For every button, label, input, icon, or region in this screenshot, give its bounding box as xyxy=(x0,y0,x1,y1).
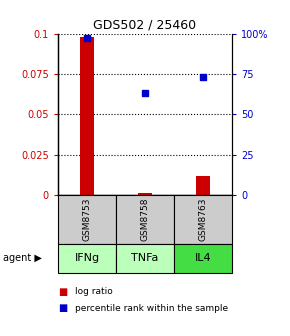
Text: IL4: IL4 xyxy=(195,253,211,263)
Text: agent ▶: agent ▶ xyxy=(3,253,42,263)
Text: ■: ■ xyxy=(58,287,67,297)
Text: GSM8763: GSM8763 xyxy=(198,198,208,241)
Bar xyxy=(138,193,152,195)
Text: ■: ■ xyxy=(58,303,67,313)
Text: IFNg: IFNg xyxy=(75,253,99,263)
Text: GDS502 / 25460: GDS502 / 25460 xyxy=(93,18,197,32)
Text: log ratio: log ratio xyxy=(75,287,113,296)
Bar xyxy=(80,37,94,195)
Text: percentile rank within the sample: percentile rank within the sample xyxy=(75,304,229,313)
Bar xyxy=(196,175,210,195)
Text: GSM8758: GSM8758 xyxy=(140,198,150,241)
Text: TNFa: TNFa xyxy=(131,253,159,263)
Text: GSM8753: GSM8753 xyxy=(82,198,92,241)
